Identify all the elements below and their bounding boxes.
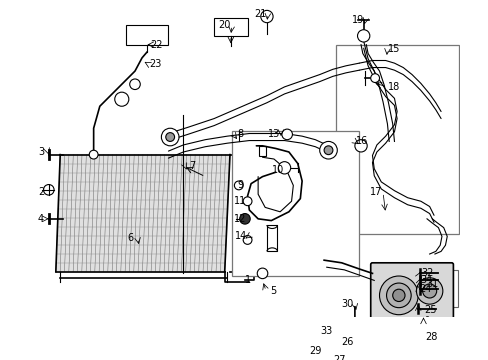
Circle shape: [370, 74, 379, 82]
Circle shape: [243, 235, 251, 244]
Circle shape: [43, 185, 54, 195]
Text: 26: 26: [341, 337, 353, 347]
Circle shape: [281, 129, 292, 140]
Circle shape: [357, 30, 369, 42]
Circle shape: [278, 162, 290, 174]
Text: 12: 12: [234, 214, 246, 224]
Text: 19: 19: [351, 15, 364, 25]
Text: 18: 18: [387, 82, 400, 92]
Circle shape: [239, 213, 250, 224]
Polygon shape: [56, 155, 229, 271]
Text: 23: 23: [149, 59, 161, 69]
FancyBboxPatch shape: [370, 263, 452, 328]
Text: 33: 33: [320, 325, 332, 336]
Circle shape: [392, 289, 404, 302]
Text: 16: 16: [355, 136, 367, 147]
Circle shape: [319, 141, 337, 159]
Circle shape: [260, 10, 272, 23]
Bar: [126, 25, 168, 45]
Text: 7: 7: [189, 161, 195, 171]
Text: 17: 17: [369, 188, 382, 197]
Text: 1: 1: [244, 275, 250, 285]
Text: 9: 9: [237, 180, 243, 190]
Text: 4: 4: [38, 214, 44, 224]
Circle shape: [165, 132, 174, 141]
Text: 21: 21: [254, 9, 266, 19]
Circle shape: [89, 150, 98, 159]
Text: 13: 13: [267, 129, 280, 139]
Text: 32: 32: [420, 268, 432, 278]
Circle shape: [386, 283, 410, 308]
Circle shape: [324, 146, 332, 155]
Bar: [411, 270, 457, 307]
Circle shape: [416, 278, 442, 304]
Circle shape: [354, 140, 366, 152]
Bar: [214, 18, 247, 36]
Bar: [312, 333, 360, 360]
Circle shape: [234, 181, 243, 190]
Bar: [259, 146, 265, 156]
Text: 25: 25: [424, 305, 436, 315]
Text: 8: 8: [237, 129, 243, 139]
Text: 11: 11: [234, 196, 246, 206]
Text: 5: 5: [269, 286, 276, 296]
Text: 22: 22: [150, 40, 163, 50]
Text: 28: 28: [425, 332, 437, 342]
Text: 27: 27: [333, 355, 346, 360]
Text: 3: 3: [38, 147, 44, 157]
Text: 20: 20: [218, 20, 230, 30]
Text: 10: 10: [272, 165, 284, 175]
Circle shape: [115, 92, 128, 106]
Text: 2: 2: [38, 188, 44, 197]
Circle shape: [243, 197, 251, 206]
Circle shape: [422, 284, 436, 298]
Text: 30: 30: [341, 299, 353, 309]
Text: 34: 34: [419, 275, 431, 285]
Bar: [231, 131, 359, 276]
Circle shape: [379, 276, 417, 315]
Circle shape: [161, 128, 179, 146]
Bar: [335, 45, 458, 234]
Text: 29: 29: [308, 346, 321, 356]
Text: 6: 6: [127, 233, 133, 243]
Text: 31: 31: [426, 279, 438, 289]
Circle shape: [257, 268, 267, 279]
Text: 24: 24: [418, 284, 430, 294]
Bar: [266, 225, 277, 251]
Circle shape: [333, 352, 340, 360]
Circle shape: [129, 79, 140, 90]
Text: 14: 14: [235, 231, 247, 242]
Text: 15: 15: [387, 44, 400, 54]
